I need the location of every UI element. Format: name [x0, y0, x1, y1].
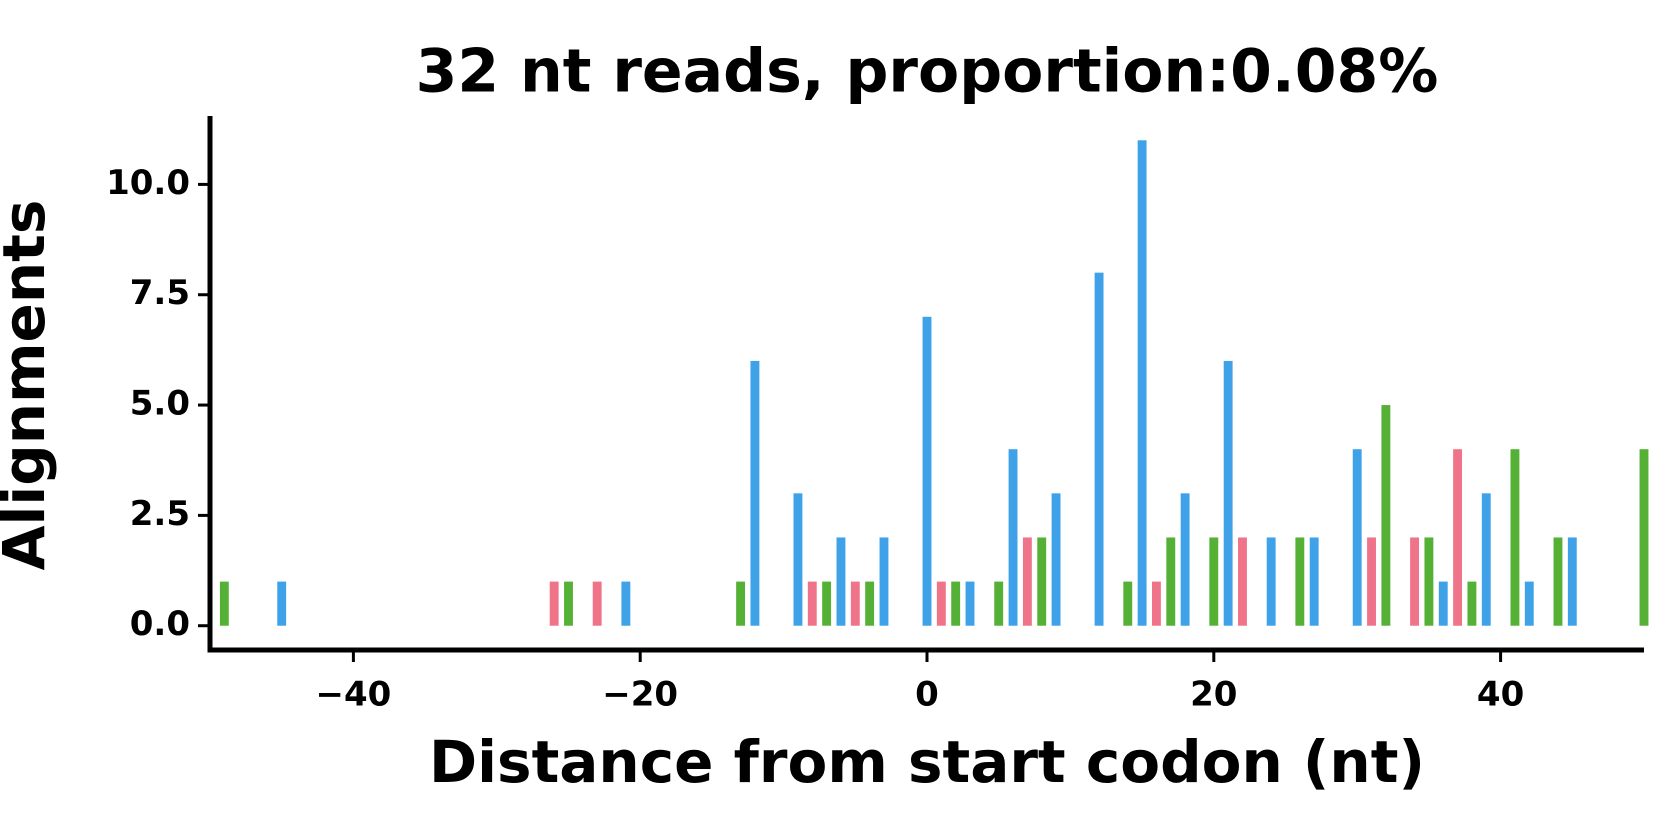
bar — [1180, 493, 1190, 626]
bar — [1524, 581, 1534, 626]
bar — [219, 581, 229, 626]
bar — [1639, 449, 1649, 626]
bar — [1137, 140, 1147, 626]
bar — [1481, 493, 1491, 626]
bar — [1309, 537, 1319, 626]
bar — [879, 537, 889, 626]
bar — [1424, 537, 1434, 626]
chart-title: 32 nt reads, proportion:0.08% — [416, 37, 1439, 107]
bar — [564, 581, 573, 626]
y-axis-label: Alignments — [0, 200, 58, 571]
x-tick-label: 20 — [1190, 675, 1237, 715]
bar — [1266, 537, 1276, 626]
bar — [1022, 537, 1032, 626]
bar — [822, 581, 832, 626]
bar — [1295, 537, 1305, 626]
x-axis-label: Distance from start codon (nt) — [429, 728, 1425, 796]
bar — [1051, 493, 1061, 626]
bar — [1410, 537, 1420, 626]
x-tick-label: −20 — [602, 675, 678, 715]
bar — [1223, 360, 1233, 626]
bar — [621, 581, 631, 626]
y-tick-label: 10.0 — [106, 163, 190, 203]
bar — [865, 581, 875, 626]
bar — [836, 537, 846, 626]
bar — [1553, 537, 1563, 626]
bar — [1352, 449, 1362, 626]
bar — [994, 581, 1004, 626]
x-tick-label: 40 — [1477, 675, 1524, 715]
bar — [750, 360, 760, 626]
bar — [1094, 272, 1104, 626]
bar — [549, 581, 559, 626]
y-tick-label: 0.0 — [130, 604, 190, 644]
bar — [965, 581, 975, 626]
bar — [1238, 537, 1247, 626]
bar — [1123, 581, 1133, 626]
bar — [1381, 405, 1391, 626]
bar — [1510, 449, 1520, 626]
bar — [1008, 449, 1018, 626]
y-tick-label: 7.5 — [130, 273, 190, 313]
bar — [1037, 537, 1047, 626]
bar — [1453, 449, 1463, 626]
bar — [1367, 537, 1376, 626]
x-tick-label: 0 — [915, 675, 939, 715]
bar — [951, 581, 961, 626]
bar — [922, 316, 932, 626]
bar — [1567, 537, 1577, 626]
bar — [850, 581, 860, 626]
bar — [1467, 581, 1477, 626]
bar — [736, 581, 746, 626]
bar — [1166, 537, 1176, 626]
bar — [1151, 581, 1161, 626]
bar — [1209, 537, 1219, 626]
bar — [936, 581, 946, 626]
bar — [277, 581, 287, 626]
bar — [1438, 581, 1448, 626]
bar — [592, 581, 602, 626]
y-tick-label: 5.0 — [130, 384, 190, 424]
bar — [807, 581, 817, 626]
x-tick-label: −40 — [315, 675, 391, 715]
y-tick-label: 2.5 — [130, 494, 190, 534]
bar — [793, 493, 803, 626]
